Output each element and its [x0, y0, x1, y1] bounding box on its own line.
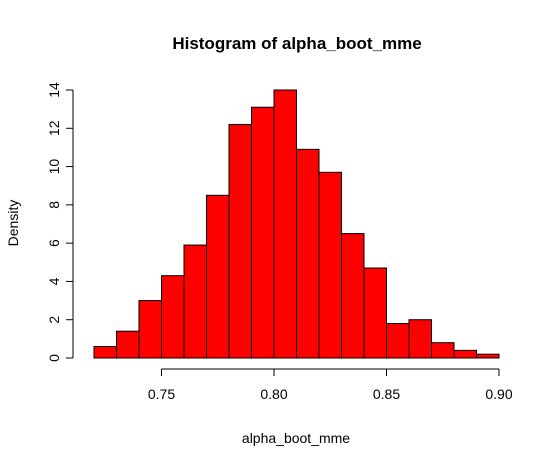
histogram-bar — [476, 353, 500, 359]
y-tick-label: 8 — [46, 201, 62, 209]
histogram-bar — [161, 275, 185, 359]
y-tick-label: 4 — [46, 277, 62, 285]
histogram-bar — [431, 342, 455, 359]
x-tick-label: 0.85 — [373, 386, 400, 402]
x-tick-label: 0.80 — [260, 386, 287, 402]
y-tick-label: 2 — [46, 316, 62, 324]
x-tick-label: 0.75 — [148, 386, 175, 402]
chart-title: Histogram of alpha_boot_mme — [172, 34, 421, 53]
histogram-bar — [228, 123, 252, 359]
histogram-bar — [318, 171, 342, 359]
histogram-bar — [206, 194, 230, 359]
x-axis-label: alpha_boot_mme — [242, 430, 350, 446]
histogram-bar — [273, 89, 297, 359]
y-tick-label: 0 — [46, 354, 62, 362]
y-tick-label: 12 — [46, 120, 62, 136]
histogram-bar — [341, 233, 365, 359]
y-tick-label: 14 — [46, 82, 62, 98]
x-axis: 0.75 0.80 0.85 0.90 — [148, 368, 513, 402]
histogram-bar — [386, 323, 410, 359]
histogram-bar — [251, 106, 275, 359]
bars-group — [93, 89, 500, 359]
y-tick-label: 10 — [46, 159, 62, 175]
histogram-bar — [363, 267, 387, 359]
histogram-bar — [116, 330, 140, 359]
histogram-bar — [183, 244, 207, 359]
histogram-bar — [408, 319, 432, 359]
y-axis: 0 2 4 6 8 10 12 14 — [46, 82, 74, 362]
histogram-bar — [93, 346, 117, 359]
histogram-bar — [453, 349, 477, 359]
y-axis-label: Density — [5, 200, 21, 247]
histogram-bar — [296, 148, 320, 359]
x-tick-label: 0.90 — [485, 386, 512, 402]
histogram-bar — [138, 300, 162, 359]
y-tick-label: 6 — [46, 239, 62, 247]
